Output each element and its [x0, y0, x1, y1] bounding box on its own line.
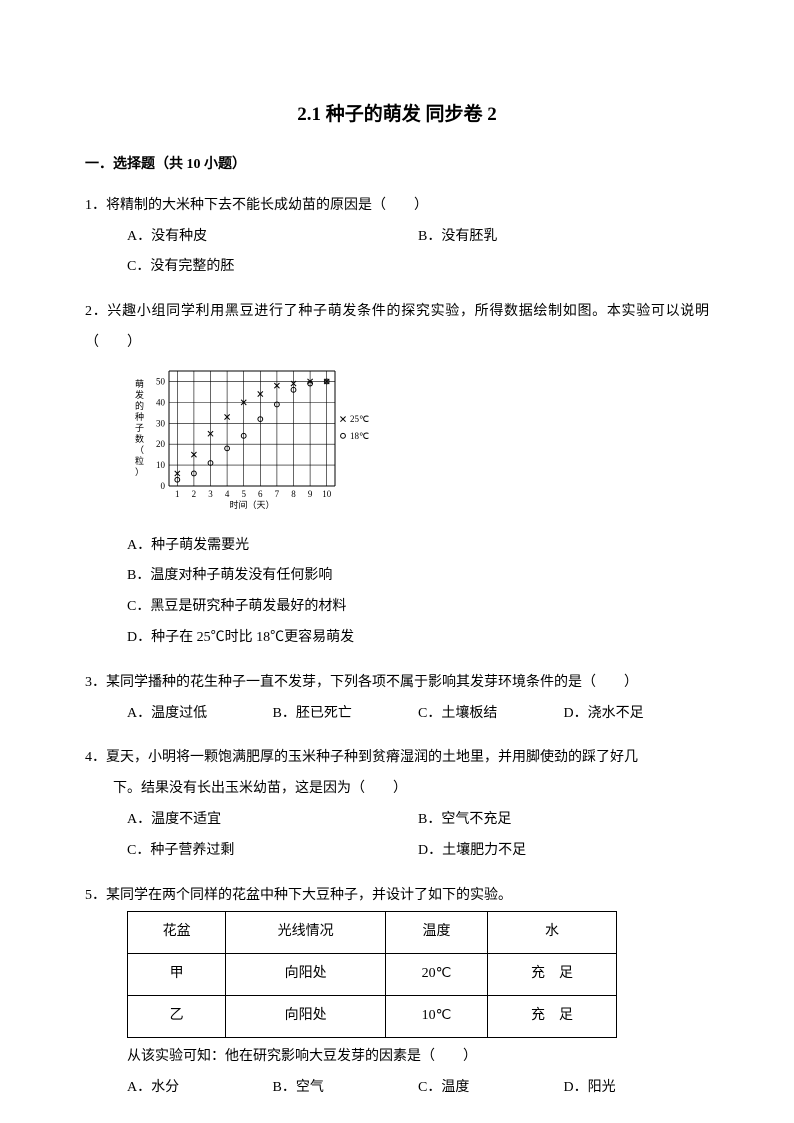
- q5-followup: 从该实验可知：他在研究影响大豆发芽的因素是（ ）: [85, 1042, 709, 1073]
- svg-text:种: 种: [135, 411, 144, 422]
- q3-text: 3．某同学播种的花生种子一直不发芽，下列各项不属于影响其发芽环境条件的是（ ）: [85, 668, 709, 699]
- table-cell: 乙: [128, 995, 226, 1037]
- q5-option-b: B．空气: [273, 1073, 419, 1104]
- svg-text:数: 数: [135, 433, 144, 444]
- svg-text:7: 7: [275, 489, 280, 499]
- svg-text:18℃: 18℃: [350, 431, 369, 441]
- table-cell: 温度: [385, 912, 487, 954]
- svg-text:时间（天）: 时间（天）: [229, 499, 274, 510]
- table-row: 花盆 光线情况 温度 水: [128, 912, 617, 954]
- svg-text:2: 2: [192, 489, 197, 499]
- page-title: 2.1 种子的萌发 同步卷 2: [85, 100, 709, 130]
- svg-text:）: ）: [135, 467, 144, 477]
- svg-text:30: 30: [156, 418, 166, 428]
- svg-text:0: 0: [161, 481, 166, 491]
- q4-text-1: 4．夏天，小明将一颗饱满肥厚的玉米种子种到贫瘠湿润的土地里，并用脚使劲的踩了好几: [85, 743, 709, 774]
- q1-option-b: B．没有胚乳: [418, 222, 709, 253]
- q4-option-b: B．空气不充足: [418, 805, 709, 836]
- q1-option-c: C．没有完整的胚: [127, 252, 418, 283]
- q5-text: 5．某同学在两个同样的花盆中种下大豆种子，并设计了如下的实验。: [85, 881, 709, 912]
- q4-text-2: 下。结果没有长出玉米幼苗，这是因为（ ）: [85, 774, 709, 805]
- q3-option-d: D．浇水不足: [564, 699, 710, 730]
- table-cell: 向阳处: [226, 954, 386, 996]
- table-cell: 水: [488, 912, 617, 954]
- table-cell: 向阳处: [226, 995, 386, 1037]
- section-header: 一．选择题（共 10 小题）: [85, 154, 709, 176]
- experiment-table: 花盆 光线情况 温度 水 甲 向阳处 20℃ 充 足 乙 向阳处 10℃ 充 足: [127, 911, 617, 1037]
- q5-option-d: D．阳光: [564, 1073, 710, 1104]
- germination-chart: 1 2 3 4 5 6 7 8 9 10 0 10 20 30 40 50 萌发的种子数（粒） 时间（天） 25℃ 1…: [127, 365, 387, 510]
- table-cell: 花盆: [128, 912, 226, 954]
- question-1: 1．将精制的大米种下去不能长成幼苗的原因是（ ） A．没有种皮 B．没有胚乳 C…: [85, 191, 709, 283]
- svg-text:25℃: 25℃: [350, 414, 369, 424]
- question-3: 3．某同学播种的花生种子一直不发芽，下列各项不属于影响其发芽环境条件的是（ ） …: [85, 668, 709, 730]
- q2-option-b: B．温度对种子萌发没有任何影响: [127, 561, 709, 592]
- question-5: 5．某同学在两个同样的花盆中种下大豆种子，并设计了如下的实验。 花盆 光线情况 …: [85, 881, 709, 1104]
- table-cell: 20℃: [385, 954, 487, 996]
- svg-text:50: 50: [156, 376, 166, 386]
- svg-text:1: 1: [175, 489, 180, 499]
- question-2: 2．兴趣小组同学利用黑豆进行了种子萌发条件的探究实验，所得数据绘制如图。本实验可…: [85, 297, 709, 654]
- question-4: 4．夏天，小明将一颗饱满肥厚的玉米种子种到贫瘠湿润的土地里，并用脚使劲的踩了好几…: [85, 743, 709, 866]
- table-row: 乙 向阳处 10℃ 充 足: [128, 995, 617, 1037]
- q5-option-a: A．水分: [127, 1073, 273, 1104]
- q3-option-c: C．土壤板结: [418, 699, 564, 730]
- q2-option-d: D．种子在 25℃时比 18℃更容易萌发: [127, 623, 709, 654]
- svg-text:萌: 萌: [135, 378, 144, 389]
- svg-text:粒: 粒: [135, 455, 144, 466]
- q2-option-a: A．种子萌发需要光: [127, 531, 709, 562]
- svg-text:发: 发: [135, 389, 144, 400]
- svg-text:20: 20: [156, 439, 166, 449]
- q4-option-d: D．土壤肥力不足: [418, 836, 709, 867]
- q5-option-c: C．温度: [418, 1073, 564, 1104]
- svg-text:10: 10: [322, 489, 332, 499]
- table-cell: 甲: [128, 954, 226, 996]
- q1-text: 1．将精制的大米种下去不能长成幼苗的原因是（ ）: [85, 191, 709, 222]
- q3-option-a: A．温度过低: [127, 699, 273, 730]
- q2-text: 2．兴趣小组同学利用黑豆进行了种子萌发条件的探究实验，所得数据绘制如图。本实验可…: [85, 297, 709, 359]
- svg-text:8: 8: [291, 489, 296, 499]
- svg-text:9: 9: [308, 489, 313, 499]
- q4-option-a: A．温度不适宜: [127, 805, 418, 836]
- table-cell: 充 足: [488, 954, 617, 996]
- q1-option-a: A．没有种皮: [127, 222, 418, 253]
- table-cell: 10℃: [385, 995, 487, 1037]
- svg-text:的: 的: [135, 400, 144, 411]
- q4-option-c: C．种子营养过剩: [127, 836, 418, 867]
- svg-text:4: 4: [225, 489, 230, 499]
- table-cell: 充 足: [488, 995, 617, 1037]
- svg-text:5: 5: [241, 489, 246, 499]
- svg-text:10: 10: [156, 460, 166, 470]
- table-row: 甲 向阳处 20℃ 充 足: [128, 954, 617, 996]
- q3-option-b: B．胚已死亡: [273, 699, 419, 730]
- svg-text:40: 40: [156, 397, 166, 407]
- svg-text:子: 子: [135, 423, 144, 433]
- table-cell: 光线情况: [226, 912, 386, 954]
- svg-text:3: 3: [208, 489, 213, 499]
- svg-text:（: （: [135, 445, 144, 455]
- q2-option-c: C．黑豆是研究种子萌发最好的材料: [127, 592, 709, 623]
- svg-text:6: 6: [258, 489, 263, 499]
